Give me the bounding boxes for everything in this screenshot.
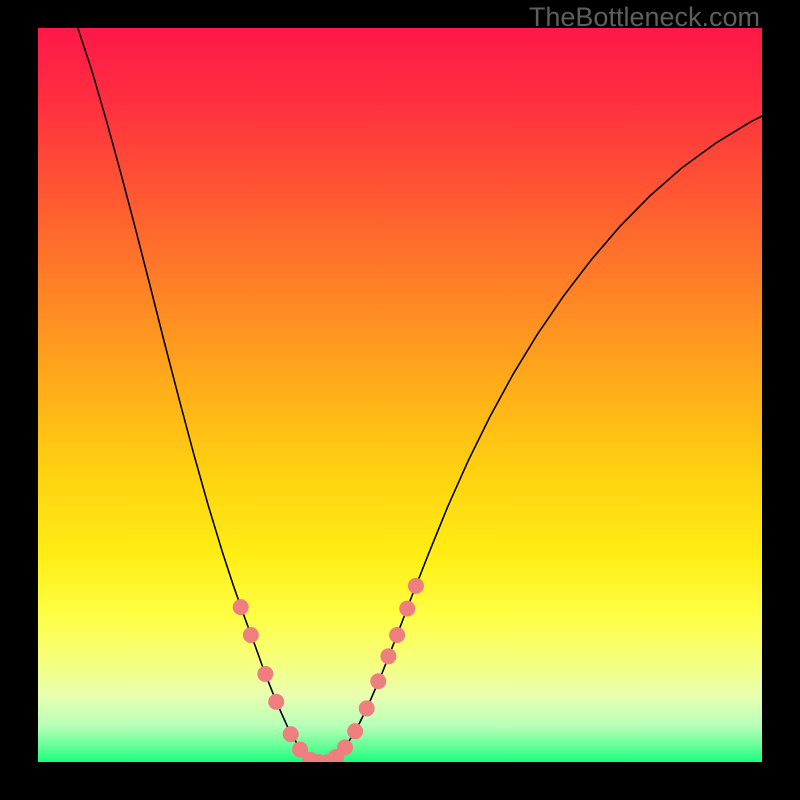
curve-marker [257,666,273,682]
curve-marker [370,673,386,689]
curve-marker [233,599,249,615]
curve-marker [347,723,363,739]
curve-marker [243,627,259,643]
chart-frame: TheBottleneck.com [0,0,800,800]
watermark-label: TheBottleneck.com [529,2,760,33]
bottleneck-curve-chart [38,28,762,762]
curve-marker [380,648,396,664]
curve-marker [408,578,424,594]
curve-marker [283,726,299,742]
gradient-background [38,28,762,762]
curve-marker [399,601,415,617]
curve-marker [389,627,405,643]
curve-marker [268,694,284,710]
curve-marker [359,700,375,716]
curve-marker [337,739,353,755]
